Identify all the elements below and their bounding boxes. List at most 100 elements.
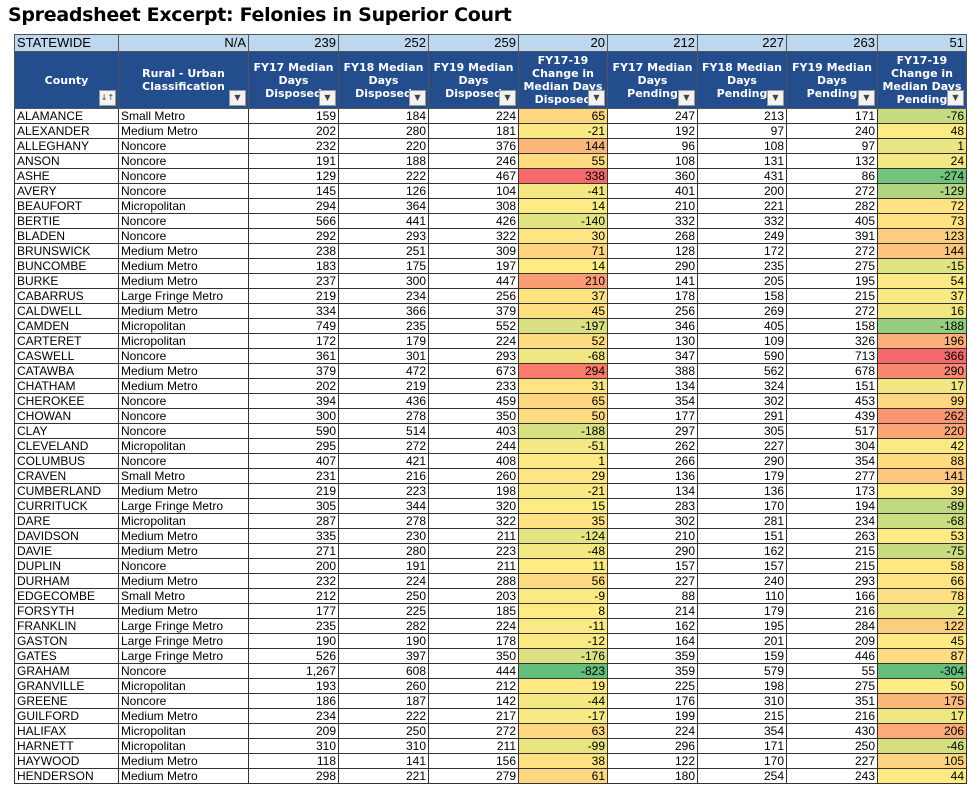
value-cell[interactable]: 260 (428, 468, 519, 484)
value-cell[interactable]: 426 (428, 213, 519, 229)
value-cell[interactable]: 278 (338, 513, 429, 529)
classification-cell[interactable]: Micropolitan (118, 723, 249, 739)
filter-dropdown-icon[interactable]: ▼ (319, 90, 336, 106)
sort-filter-icon[interactable]: ↓↑ (99, 90, 116, 106)
value-cell[interactable]: 141 (877, 468, 967, 484)
value-cell[interactable]: 233 (428, 378, 519, 394)
value-cell[interactable]: 430 (786, 723, 878, 739)
county-cell[interactable]: BURKE (14, 273, 119, 289)
value-cell[interactable]: 290 (697, 453, 787, 469)
value-cell[interactable]: 104 (428, 183, 519, 199)
value-cell[interactable]: -44 (518, 693, 608, 709)
value-cell[interactable]: 55 (786, 663, 878, 679)
value-cell[interactable]: 301 (338, 348, 429, 364)
county-cell[interactable]: BUNCOMBE (14, 258, 119, 274)
value-cell[interactable]: 50 (877, 678, 967, 694)
value-cell[interactable]: 99 (877, 393, 967, 409)
value-cell[interactable]: 176 (607, 693, 698, 709)
classification-cell[interactable]: Medium Metro (118, 258, 249, 274)
value-cell[interactable]: 280 (338, 123, 429, 139)
value-cell[interactable]: 109 (697, 333, 787, 349)
value-cell[interactable]: 177 (607, 408, 698, 424)
value-cell[interactable]: 334 (248, 303, 339, 319)
value-cell[interactable]: 196 (877, 333, 967, 349)
value-cell[interactable]: 158 (786, 318, 878, 334)
statewide-cell[interactable]: 20 (518, 34, 608, 52)
value-cell[interactable]: 162 (607, 618, 698, 634)
value-cell[interactable]: 351 (786, 693, 878, 709)
value-cell[interactable]: 144 (518, 138, 608, 154)
value-cell[interactable]: 272 (786, 183, 878, 199)
value-cell[interactable]: 441 (338, 213, 429, 229)
value-cell[interactable]: 310 (338, 738, 429, 754)
classification-cell[interactable]: Noncore (118, 153, 249, 169)
value-cell[interactable]: 141 (338, 753, 429, 769)
value-cell[interactable]: 198 (697, 678, 787, 694)
value-cell[interactable]: 608 (338, 663, 429, 679)
value-cell[interactable]: 446 (786, 648, 878, 664)
value-cell[interactable]: 224 (428, 108, 519, 124)
value-cell[interactable]: 562 (697, 363, 787, 379)
classification-cell[interactable]: Micropolitan (118, 513, 249, 529)
county-cell[interactable]: CALDWELL (14, 303, 119, 319)
value-cell[interactable]: 283 (607, 498, 698, 514)
statewide-cell[interactable]: 239 (248, 34, 339, 52)
value-cell[interactable]: 63 (518, 723, 608, 739)
value-cell[interactable]: 2 (877, 603, 967, 619)
value-cell[interactable]: 260 (338, 678, 429, 694)
value-cell[interactable]: 35 (518, 513, 608, 529)
value-cell[interactable]: 444 (428, 663, 519, 679)
classification-cell[interactable]: Large Fringe Metro (118, 633, 249, 649)
value-cell[interactable]: 192 (607, 123, 698, 139)
value-cell[interactable]: 266 (607, 453, 698, 469)
classification-cell[interactable]: Medium Metro (118, 708, 249, 724)
classification-cell[interactable]: Noncore (118, 138, 249, 154)
value-cell[interactable]: 220 (338, 138, 429, 154)
value-cell[interactable]: 151 (786, 378, 878, 394)
county-cell[interactable]: HAYWOOD (14, 753, 119, 769)
value-cell[interactable]: 159 (248, 108, 339, 124)
value-cell[interactable]: 293 (338, 228, 429, 244)
value-cell[interactable]: 126 (338, 183, 429, 199)
county-cell[interactable]: COLUMBUS (14, 453, 119, 469)
value-cell[interactable]: -176 (518, 648, 608, 664)
classification-cell[interactable]: Micropolitan (118, 318, 249, 334)
filter-dropdown-icon[interactable]: ▼ (409, 90, 426, 106)
value-cell[interactable]: 287 (248, 513, 339, 529)
value-cell[interactable]: 211 (428, 528, 519, 544)
county-cell[interactable]: CATAWBA (14, 363, 119, 379)
value-cell[interactable]: 453 (786, 393, 878, 409)
value-cell[interactable]: 332 (697, 213, 787, 229)
value-cell[interactable]: 244 (428, 438, 519, 454)
value-cell[interactable]: 566 (248, 213, 339, 229)
value-cell[interactable]: 376 (428, 138, 519, 154)
value-cell[interactable]: 88 (607, 588, 698, 604)
value-cell[interactable]: 235 (248, 618, 339, 634)
classification-cell[interactable]: Noncore (118, 663, 249, 679)
county-cell[interactable]: ASHE (14, 168, 119, 184)
classification-cell[interactable]: Noncore (118, 168, 249, 184)
value-cell[interactable]: 130 (607, 333, 698, 349)
value-cell[interactable]: 436 (338, 393, 429, 409)
value-cell[interactable]: 673 (428, 363, 519, 379)
value-cell[interactable]: 222 (338, 708, 429, 724)
county-cell[interactable]: BLADEN (14, 228, 119, 244)
value-cell[interactable]: 87 (877, 648, 967, 664)
value-cell[interactable]: 217 (428, 708, 519, 724)
value-cell[interactable]: 15 (518, 498, 608, 514)
value-cell[interactable]: -21 (518, 483, 608, 499)
classification-cell[interactable]: Medium Metro (118, 528, 249, 544)
value-cell[interactable]: 97 (697, 123, 787, 139)
value-cell[interactable]: 439 (786, 408, 878, 424)
county-cell[interactable]: CURRITUCK (14, 498, 119, 514)
county-cell[interactable]: CLEVELAND (14, 438, 119, 454)
value-cell[interactable]: 17 (877, 708, 967, 724)
value-cell[interactable]: 224 (428, 333, 519, 349)
value-cell[interactable]: 223 (338, 483, 429, 499)
value-cell[interactable]: 191 (338, 558, 429, 574)
value-cell[interactable]: 405 (697, 318, 787, 334)
value-cell[interactable]: 202 (248, 378, 339, 394)
value-cell[interactable]: 335 (248, 528, 339, 544)
value-cell[interactable]: 354 (697, 723, 787, 739)
value-cell[interactable]: 142 (428, 693, 519, 709)
